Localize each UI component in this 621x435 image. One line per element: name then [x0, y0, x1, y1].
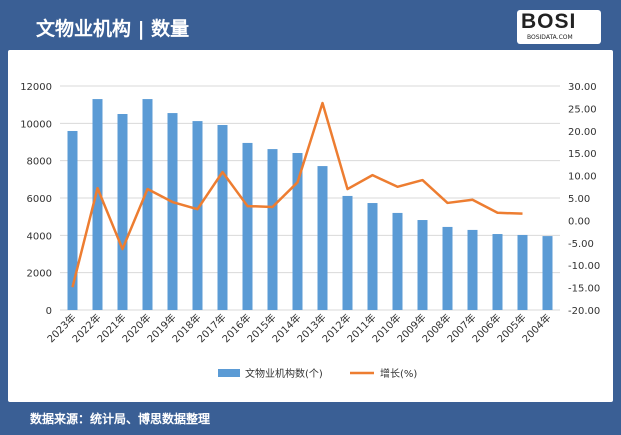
bar	[292, 153, 303, 310]
right-tick-label: 20.00	[568, 127, 597, 138]
bar	[367, 203, 378, 310]
bar	[167, 113, 178, 310]
bar	[442, 226, 453, 310]
right-tick-label: -15.00	[568, 284, 600, 295]
header: 文物业机构 | 数量 BOSI BOSIDATA.COM	[0, 0, 621, 50]
page-title: 文物业机构 | 数量	[36, 18, 190, 40]
bar	[117, 114, 128, 310]
right-tick-label: -20.00	[568, 306, 600, 317]
bar	[542, 236, 553, 310]
bar	[217, 125, 228, 310]
right-tick-label: -10.00	[568, 261, 600, 272]
bar	[342, 195, 353, 310]
left-tick-label: 0	[46, 306, 52, 317]
bar	[417, 220, 428, 310]
right-tick-label: -5.00	[568, 239, 594, 250]
left-tick-label: 2000	[27, 269, 52, 280]
bar	[317, 166, 328, 310]
bar	[492, 234, 503, 310]
legend-label-bars: 文物业机构数(个)	[245, 367, 323, 380]
bar	[242, 142, 253, 310]
logo: BOSI BOSIDATA.COM	[517, 10, 601, 44]
left-tick-label: 4000	[27, 231, 52, 242]
bar	[392, 212, 403, 310]
bar	[142, 99, 153, 310]
bar	[517, 234, 528, 310]
left-tick-label: 6000	[27, 194, 52, 205]
right-tick-label: 30.00	[568, 82, 597, 93]
left-tick-label: 12000	[20, 82, 52, 93]
right-tick-label: 0.00	[568, 216, 590, 227]
chart-panel	[8, 50, 613, 402]
left-tick-label: 10000	[20, 119, 52, 130]
bar	[192, 121, 203, 311]
left-tick-label: 8000	[27, 157, 52, 168]
source-note: 数据来源：统计局、博思数据整理	[30, 412, 211, 426]
right-tick-label: 25.00	[568, 104, 597, 115]
right-tick-label: 10.00	[568, 172, 597, 183]
bar	[92, 99, 103, 310]
right-tick-label: 5.00	[568, 194, 590, 205]
legend-label-line: 增长(%)	[380, 367, 417, 380]
legend-swatch-bars	[218, 369, 240, 377]
bar	[467, 229, 478, 310]
bar	[267, 149, 278, 310]
right-tick-label: 15.00	[568, 149, 597, 160]
bar	[67, 130, 78, 310]
